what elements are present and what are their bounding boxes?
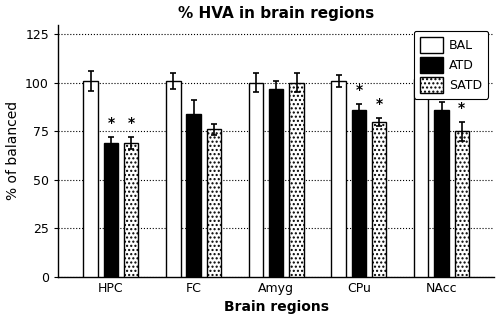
Bar (248, 83, 263, 277)
Bar (332, 81, 346, 277)
Bar (124, 143, 138, 277)
Y-axis label: % of balanced: % of balanced (6, 101, 20, 200)
Bar (434, 110, 449, 277)
Bar (290, 83, 304, 277)
Bar (352, 110, 366, 277)
Title: % HVA in brain regions: % HVA in brain regions (178, 5, 374, 20)
Bar (186, 114, 201, 277)
Bar (206, 129, 221, 277)
Bar (269, 89, 283, 277)
Text: *: * (128, 116, 135, 130)
Bar (166, 81, 180, 277)
Text: *: * (356, 83, 362, 97)
Text: *: * (376, 97, 382, 111)
Bar (372, 122, 386, 277)
X-axis label: Brain regions: Brain regions (224, 300, 328, 315)
Legend: BAL, ATD, SATD: BAL, ATD, SATD (414, 31, 488, 99)
Bar (454, 131, 469, 277)
Bar (84, 81, 98, 277)
Text: *: * (458, 101, 466, 115)
Bar (414, 79, 428, 277)
Text: *: * (108, 116, 114, 130)
Bar (104, 143, 118, 277)
